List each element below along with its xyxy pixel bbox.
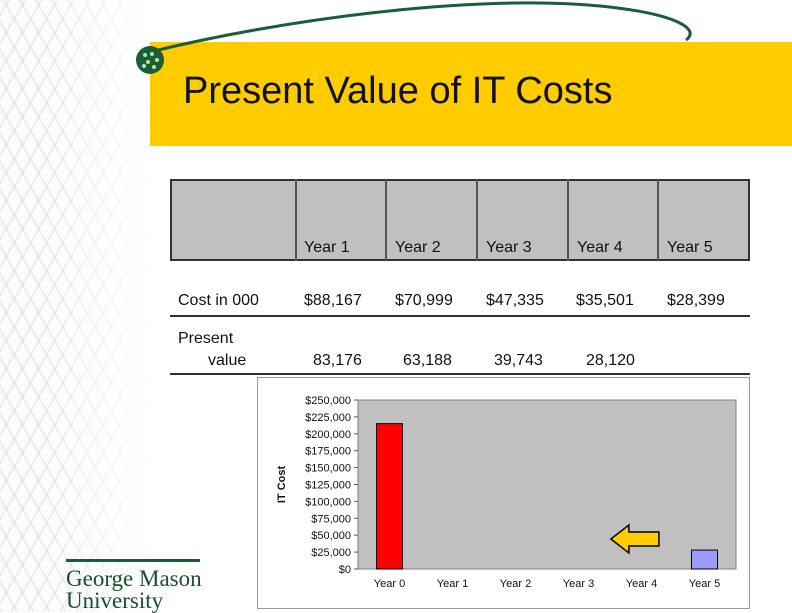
- header-separator: [385, 179, 387, 261]
- header-separator: [295, 179, 297, 261]
- header-separator: [476, 179, 478, 261]
- green-orb-icon: [136, 46, 164, 74]
- table-cell: 39,743: [494, 352, 543, 369]
- y-tick-label: $50,000: [311, 530, 351, 542]
- university-logo: George Mason University: [66, 556, 216, 612]
- y-tick-label: $125,000: [305, 480, 351, 492]
- logo-text-line2: University: [66, 588, 164, 613]
- table-cell: $70,999: [395, 292, 453, 309]
- column-header: Year 1: [304, 239, 350, 256]
- x-tick-label: Year 1: [437, 578, 468, 590]
- y-tick-label: $0: [339, 564, 351, 576]
- table-cell: $88,167: [304, 292, 362, 309]
- table-cell: $35,501: [576, 292, 634, 309]
- logo-bar: [66, 559, 200, 562]
- table-cell: 83,176: [313, 352, 362, 369]
- x-tick-label: Year 4: [626, 578, 657, 590]
- page-title: Present Value of IT Costs: [183, 70, 613, 112]
- header-separator: [657, 179, 659, 261]
- cost-chart: $0 $25,000 $50,000 $75,000 $100,000 $125,000 $…: [257, 377, 750, 609]
- bar: [691, 549, 718, 570]
- x-tick-label: Year 3: [563, 578, 594, 590]
- column-header: Year 2: [395, 239, 441, 256]
- column-header: Year 3: [486, 239, 532, 256]
- swoosh-curve: [149, 1, 692, 54]
- header-separator: [567, 179, 569, 261]
- y-tick-label: $25,000: [311, 547, 351, 559]
- plot-area: [357, 399, 737, 570]
- y-tick-label: $200,000: [305, 429, 351, 441]
- y-tick-label: $175,000: [305, 446, 351, 458]
- sidebar-fade: [40, 0, 158, 612]
- x-tick-label: Year 5: [689, 578, 720, 590]
- decorative-swoosh: [136, 1, 692, 74]
- row-label: Present: [178, 330, 234, 347]
- row-divider: [170, 373, 750, 375]
- row-divider: [170, 315, 750, 317]
- table-header: [170, 179, 750, 261]
- y-tick-label: $225,000: [305, 412, 351, 424]
- bar-chart-svg: $0 $25,000 $50,000 $75,000 $100,000 $125,000 $…: [276, 395, 737, 590]
- y-tick-label: $100,000: [305, 496, 351, 508]
- cost-table: Year 1 Year 2 Year 3 Year 4 Year 5 Cost …: [170, 179, 750, 375]
- table-cell: $47,335: [486, 292, 544, 309]
- y-tick-label: $75,000: [311, 513, 351, 525]
- title-band: [150, 42, 792, 146]
- table-cell: $28,399: [667, 292, 725, 309]
- bar: [376, 423, 403, 570]
- row-label: value: [208, 352, 247, 369]
- column-header: Year 4: [577, 239, 623, 256]
- x-tick-label: Year 0: [374, 578, 405, 590]
- table-cell: 28,120: [586, 352, 635, 369]
- row-label: Cost in 000: [178, 292, 259, 309]
- column-header: Year 5: [667, 239, 713, 256]
- y-tick-label: $250,000: [305, 395, 351, 407]
- y-tick-label: $150,000: [305, 463, 351, 475]
- left-arrow-icon: [609, 523, 660, 555]
- y-axis-label: IT Cost: [276, 466, 288, 504]
- table-cell: 63,188: [403, 352, 452, 369]
- x-tick-label: Year 2: [500, 578, 531, 590]
- logo-text-line1: George Mason: [66, 566, 202, 591]
